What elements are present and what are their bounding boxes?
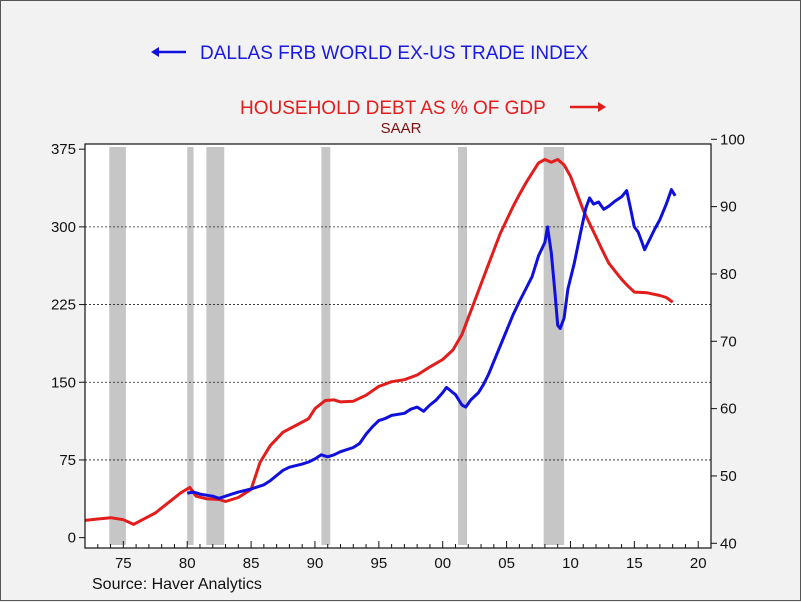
x-tick-label-2015: 15: [626, 555, 643, 572]
left-tick-label-75: 75: [59, 452, 76, 469]
legend-trade-index-label: DALLAS FRB WORLD EX-US TRADE INDEX: [200, 43, 589, 64]
legend-household-debt-arrowhead: [598, 102, 606, 112]
left-tick-label-0: 0: [68, 530, 76, 547]
gridlines: [85, 226, 711, 461]
trade-index-line: [186, 188, 677, 500]
recession-band-1: [109, 147, 126, 545]
left-tick-label-375: 375: [51, 141, 76, 158]
x-tick-label-1985: 85: [243, 555, 260, 572]
x-tick-label-1980: 80: [179, 555, 196, 572]
legend-trade-index-arrowhead: [151, 47, 159, 57]
left-tick-label-225: 225: [51, 297, 76, 314]
legend-household-debt-label: HOUSEHOLD DEBT AS % OF GDP: [240, 98, 546, 119]
recession-bands: [109, 147, 565, 545]
x-tick-label-1995: 95: [370, 555, 387, 572]
left-axis: 0 75 150 225 300 375: [51, 141, 85, 547]
recession-band-3: [206, 147, 225, 545]
source-note: Source: Haver Analytics: [92, 576, 262, 593]
x-tick-label-1975: 75: [115, 555, 132, 572]
right-axis: 40 50 60 70 80 90 100: [711, 131, 745, 552]
x-tick-label-2000: 00: [434, 555, 451, 572]
x-axis: 75 80 85 90 95 00 05 10 15 20: [84, 541, 712, 572]
recession-band-6: [543, 147, 565, 545]
x-tick-label-2005: 05: [498, 555, 515, 572]
right-tick-label-70: 70: [720, 333, 737, 350]
recession-band-2: [187, 147, 194, 545]
household-debt-line: [84, 158, 674, 526]
right-tick-label-40: 40: [720, 535, 737, 552]
recession-band-5: [458, 147, 467, 545]
left-tick-label-300: 300: [51, 219, 76, 236]
left-tick-label-150: 150: [51, 374, 76, 391]
right-tick-label-60: 60: [720, 401, 737, 418]
plot-border: [84, 143, 712, 549]
x-tick-label-2020: 20: [690, 555, 707, 572]
right-tick-label-80: 80: [720, 266, 737, 283]
legend-trade-index: DALLAS FRB WORLD EX-US TRADE INDEX: [151, 43, 589, 64]
right-tick-label-90: 90: [720, 199, 737, 216]
right-tick-label-100: 100: [720, 131, 745, 148]
x-tick-label-2010: 10: [562, 555, 579, 572]
legend-household-debt: HOUSEHOLD DEBT AS % OF GDP SAAR: [240, 98, 606, 137]
legend-household-debt-subtitle: SAAR: [381, 120, 422, 137]
plot-area: [85, 144, 711, 548]
right-tick-label-50: 50: [720, 468, 737, 485]
x-tick-label-1990: 90: [307, 555, 324, 572]
recession-band-4: [321, 147, 331, 545]
series-lines: [84, 158, 677, 526]
